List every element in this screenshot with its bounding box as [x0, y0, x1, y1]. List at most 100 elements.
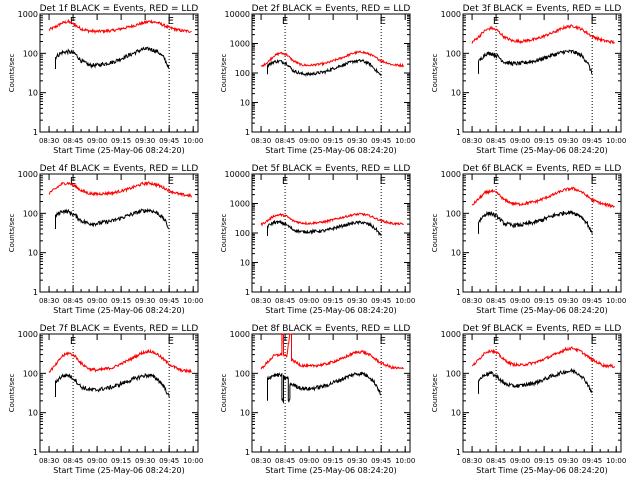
- y-tick-label: 1: [245, 288, 250, 297]
- events-rate-line: [55, 46, 170, 70]
- y-tick-label: 10: [240, 259, 250, 268]
- x-axis-label: Start Time (25-May-06 08:24:20): [265, 466, 396, 475]
- e-marker: E: [493, 336, 499, 347]
- x-tick-label: 09:45: [371, 457, 391, 465]
- plot-frame: [251, 173, 411, 293]
- x-tick-label: 09:00: [510, 457, 530, 465]
- chart-panel-8: Det 8f BLACK = Events, RED = LLD 1 10 100 10…: [220, 324, 415, 475]
- e-marker: E: [282, 16, 288, 27]
- lld-rate-line: [48, 18, 192, 35]
- e-marker: E: [591, 16, 597, 27]
- events-rate-line: [478, 367, 593, 394]
- e-marker: E: [493, 176, 499, 187]
- plot-frame: [39, 13, 199, 133]
- y-tick-label: 1: [456, 448, 461, 457]
- chart-panel-7: Det 7f BLACK = Events, RED = LLD 1 10 100 10…: [8, 324, 203, 475]
- x-tick-label: 09:00: [299, 137, 319, 145]
- lld-rate-line: [472, 346, 616, 369]
- x-tick-label: 09:15: [534, 137, 554, 145]
- y-tick-label: 100: [23, 209, 38, 218]
- x-axis-label: Start Time (25-May-06 08:24:20): [265, 306, 396, 315]
- chart-panel-9: Det 9f BLACK = Events, RED = LLD 1 10 100 10…: [431, 324, 626, 475]
- x-tick-label: 08:30: [251, 297, 271, 305]
- x-tick-label: 09:30: [347, 137, 367, 145]
- x-tick-label: 08:45: [63, 137, 83, 145]
- events-rate-line: [267, 371, 382, 404]
- e-marker: E: [591, 176, 597, 187]
- y-tick-label: 1000: [441, 330, 461, 339]
- plot-frame: [462, 13, 622, 133]
- chart-panel-6: Det 6f BLACK = Events, RED = LLD 1 10 100 10…: [431, 164, 626, 315]
- y-axis-label: Counts/sec: [220, 54, 228, 93]
- x-tick-label: 09:30: [135, 297, 155, 305]
- x-tick-label: 08:45: [63, 297, 83, 305]
- y-tick-label: 1000: [18, 170, 38, 179]
- lld-rate-line: [260, 212, 404, 227]
- y-tick-label: 1000: [230, 40, 250, 49]
- chart-title: Det 7f BLACK = Events, RED = LLD: [40, 324, 199, 334]
- y-tick-label: 1000: [441, 10, 461, 19]
- chart-title: Det 9f BLACK = Events, RED = LLD: [463, 324, 622, 334]
- x-tick-label: 10:00: [395, 137, 415, 145]
- x-tick-label: 10:00: [183, 297, 203, 305]
- x-axis-label: Start Time (25-May-06 08:24:20): [476, 466, 607, 475]
- x-tick-label: 09:45: [582, 297, 602, 305]
- y-tick-label: 10: [28, 249, 38, 258]
- y-tick-label: 1000: [230, 330, 250, 339]
- y-tick-label: 1000: [441, 170, 461, 179]
- y-tick-label: 10: [451, 249, 461, 258]
- x-tick-label: 09:00: [87, 137, 107, 145]
- y-axis-label: Counts/sec: [431, 374, 439, 413]
- plot-frame: [39, 173, 199, 293]
- y-tick-label: 10000: [225, 170, 250, 179]
- chart-title: Det 2f BLACK = Events, RED = LLD: [252, 4, 411, 14]
- y-tick-label: 10000: [225, 10, 250, 19]
- e-marker: E: [380, 16, 386, 27]
- plot-frame: [462, 333, 622, 453]
- x-tick-label: 08:45: [486, 457, 506, 465]
- y-axis-label: Counts/sec: [220, 374, 228, 413]
- y-tick-label: 1: [456, 288, 461, 297]
- y-axis-label: Counts/sec: [8, 374, 16, 413]
- plot-frame: [251, 333, 411, 453]
- e-marker: E: [282, 176, 288, 187]
- chart-panel-5: Det 5f BLACK = Events, RED = LLD 1 10 100 10…: [220, 164, 415, 315]
- x-tick-label: 09:30: [347, 457, 367, 465]
- x-tick-label: 09:45: [159, 457, 179, 465]
- e-marker: E: [282, 336, 288, 347]
- x-axis-label: Start Time (25-May-06 08:24:20): [476, 146, 607, 155]
- x-axis-label: Start Time (25-May-06 08:24:20): [53, 306, 184, 315]
- chart-panel-1: Det 1f BLACK = Events, RED = LLD 1 10 100 10…: [8, 4, 203, 155]
- x-tick-label: 09:00: [510, 137, 530, 145]
- x-tick-label: 09:15: [111, 457, 131, 465]
- x-tick-label: 09:30: [347, 297, 367, 305]
- x-tick-label: 09:00: [299, 457, 319, 465]
- y-axis-label: Counts/sec: [431, 54, 439, 93]
- x-tick-label: 09:45: [582, 457, 602, 465]
- y-tick-label: 1: [245, 128, 250, 137]
- x-tick-label: 10:00: [606, 457, 626, 465]
- y-tick-label: 1000: [18, 10, 38, 19]
- x-tick-label: 08:30: [39, 297, 59, 305]
- lld-rate-line: [48, 181, 193, 198]
- x-tick-label: 10:00: [395, 457, 415, 465]
- x-tick-label: 09:00: [299, 297, 319, 305]
- x-tick-label: 10:00: [183, 137, 203, 145]
- y-axis-label: Counts/sec: [8, 214, 16, 253]
- x-tick-label: 09:15: [323, 137, 343, 145]
- x-tick-label: 08:45: [63, 457, 83, 465]
- x-tick-label: 08:30: [251, 137, 271, 145]
- events-rate-line: [55, 207, 170, 230]
- x-tick-label: 08:30: [39, 457, 59, 465]
- y-tick-label: 10: [28, 89, 38, 98]
- x-tick-label: 09:15: [534, 457, 554, 465]
- x-tick-label: 10:00: [183, 457, 203, 465]
- e-marker: E: [380, 336, 386, 347]
- lld-rate-line: [471, 186, 615, 209]
- e-marker: E: [70, 16, 76, 27]
- x-tick-label: 08:45: [486, 297, 506, 305]
- y-tick-label: 100: [446, 49, 461, 58]
- x-tick-label: 08:30: [462, 297, 482, 305]
- y-tick-label: 100: [446, 369, 461, 378]
